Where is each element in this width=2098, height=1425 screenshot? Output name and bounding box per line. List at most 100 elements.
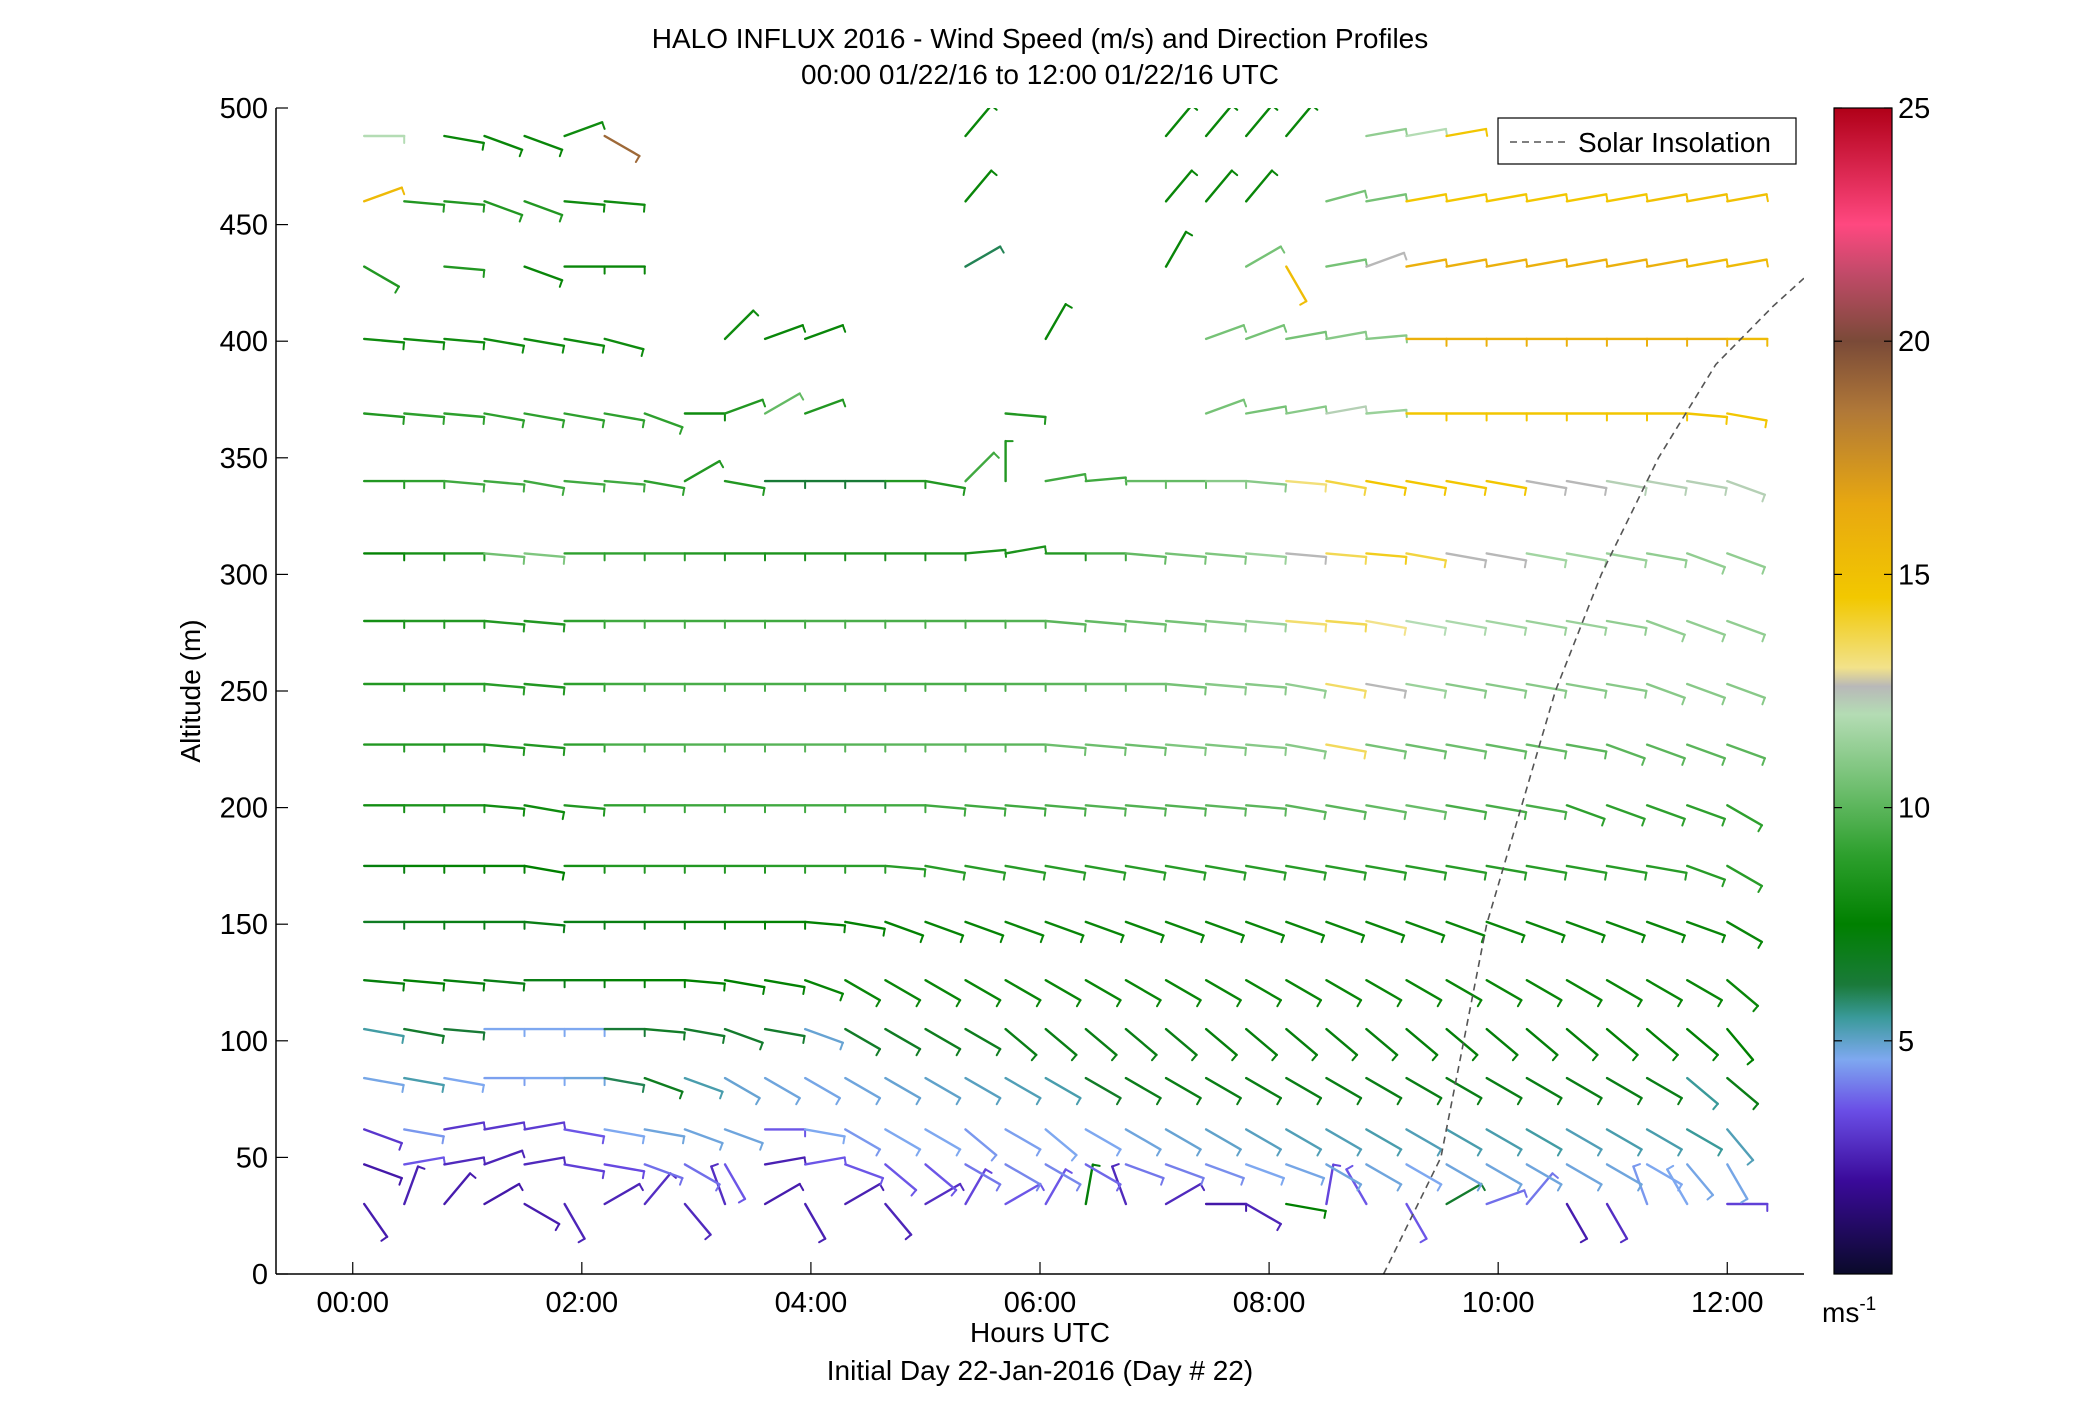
wind-barb-shaft xyxy=(403,1076,445,1087)
y-tick-label: 350 xyxy=(220,443,268,475)
wind-barb-feather xyxy=(1364,405,1368,415)
wind-barb xyxy=(563,479,606,493)
wind-barb-feather xyxy=(398,1142,403,1151)
wind-barb-feather xyxy=(910,1189,917,1197)
wind-barb-shaft xyxy=(683,1163,721,1186)
wind-barb xyxy=(1164,804,1208,817)
wind-barb xyxy=(363,979,406,992)
wind-barb xyxy=(1365,920,1406,944)
wind-barb-shaft xyxy=(1244,245,1283,268)
wind-barb-feather xyxy=(1200,1177,1205,1186)
wind-barb-feather xyxy=(441,1135,445,1145)
wind-barb-feather xyxy=(482,483,486,493)
wind-barb-shaft xyxy=(1325,619,1368,626)
wind-barb-feather xyxy=(1204,807,1207,817)
wind-barb-shaft xyxy=(1365,1163,1403,1186)
wind-barb-shaft xyxy=(1164,108,1192,138)
wind-barb-feather xyxy=(1284,555,1287,565)
wind-barb-feather xyxy=(1556,1097,1563,1106)
wind-barb-feather xyxy=(1717,1148,1723,1157)
wind-barb-feather xyxy=(1721,757,1726,766)
wind-barb xyxy=(683,1027,726,1044)
wind-barb-feather xyxy=(1436,1148,1443,1157)
wind-barb-shaft xyxy=(1485,920,1526,937)
wind-barb-feather xyxy=(469,1172,477,1179)
wind-barb-shaft xyxy=(1565,258,1608,268)
wind-barb-feather xyxy=(1064,1168,1073,1174)
wind-barb-feather xyxy=(1681,817,1686,827)
wind-barb-feather xyxy=(1746,1159,1754,1166)
wind-barb-feather xyxy=(1035,1097,1042,1106)
wind-barb-feather xyxy=(1283,871,1287,881)
wind-barb-shaft xyxy=(723,1128,764,1145)
wind-barb-feather xyxy=(1483,627,1487,636)
wind-barb xyxy=(1645,619,1686,643)
wind-barb xyxy=(603,1076,646,1093)
wind-barb xyxy=(1685,479,1728,496)
wind-barb-shaft xyxy=(763,1076,801,1100)
wind-barb xyxy=(1485,864,1528,881)
wind-barb-feather xyxy=(879,1177,884,1186)
wind-barb-feather xyxy=(995,999,1002,1008)
wind-barb-shaft xyxy=(1285,405,1327,415)
wind-barb-feather xyxy=(1644,559,1648,569)
wind-barb xyxy=(1726,1128,1755,1166)
wind-barb-shaft xyxy=(523,1202,561,1226)
wind-barb xyxy=(1565,1027,1599,1062)
wind-barb-shaft xyxy=(363,337,406,344)
legend-box xyxy=(1497,117,1797,165)
wind-barb xyxy=(1525,804,1568,821)
wind-barb xyxy=(1044,1027,1078,1062)
wind-barb xyxy=(1044,864,1087,881)
wind-barb-feather xyxy=(1356,999,1362,1008)
wind-barb xyxy=(403,979,446,992)
wind-barb-shaft xyxy=(403,200,446,207)
wind-barb-feather xyxy=(402,416,405,425)
wind-barb-shaft xyxy=(1726,479,1767,496)
wind-barb xyxy=(1044,619,1087,633)
wind-barb-feather xyxy=(561,419,565,429)
wind-barb-shaft xyxy=(643,1163,684,1180)
wind-barb-shaft xyxy=(1325,920,1366,937)
wind-barb xyxy=(683,459,725,483)
wind-barb xyxy=(1605,1076,1643,1106)
wind-barb xyxy=(563,121,606,138)
wind-barb xyxy=(683,1202,712,1241)
wind-barb-shaft xyxy=(1164,743,1208,750)
wind-barb xyxy=(403,1027,445,1044)
wind-barb-shaft xyxy=(1665,1168,1689,1206)
wind-barb-feather xyxy=(558,279,564,288)
wind-barb xyxy=(1084,1163,1101,1206)
wind-barb xyxy=(1565,1076,1603,1106)
wind-barb-feather xyxy=(1551,1172,1559,1179)
wind-barb xyxy=(523,337,566,354)
wind-barb xyxy=(523,619,566,633)
wind-barb-shaft xyxy=(1004,1076,1042,1100)
wind-barb-shaft xyxy=(1204,743,1248,750)
wind-barb-shaft xyxy=(1445,1027,1479,1057)
wind-barb xyxy=(1726,804,1764,833)
wind-barb xyxy=(1485,1027,1519,1062)
wind-barb-shaft xyxy=(723,309,755,341)
wind-barb-shaft xyxy=(1365,743,1408,753)
wind-barb xyxy=(523,200,564,223)
wind-barb xyxy=(1285,1163,1326,1186)
wind-barb xyxy=(643,1163,684,1186)
wind-barb-shaft xyxy=(1726,979,1760,1008)
wind-barb xyxy=(1244,804,1288,817)
wind-barb xyxy=(483,412,526,429)
wind-barb-feather xyxy=(562,747,566,757)
wind-barb-shaft xyxy=(1244,682,1288,689)
wind-barb-shaft xyxy=(643,1172,672,1206)
wind-barb xyxy=(1204,108,1239,138)
wind-barb-feather xyxy=(1556,999,1563,1008)
wind-barb-shaft xyxy=(1084,743,1127,750)
wind-barb-feather xyxy=(843,1156,847,1166)
wind-barb xyxy=(1726,337,1769,347)
wind-barb-shaft xyxy=(563,1163,606,1173)
wind-barb-feather xyxy=(522,483,526,493)
wind-barb-shaft xyxy=(1285,1128,1323,1151)
wind-barb xyxy=(483,682,526,696)
colorbar-tick-label: 5 xyxy=(1898,1026,1914,1058)
